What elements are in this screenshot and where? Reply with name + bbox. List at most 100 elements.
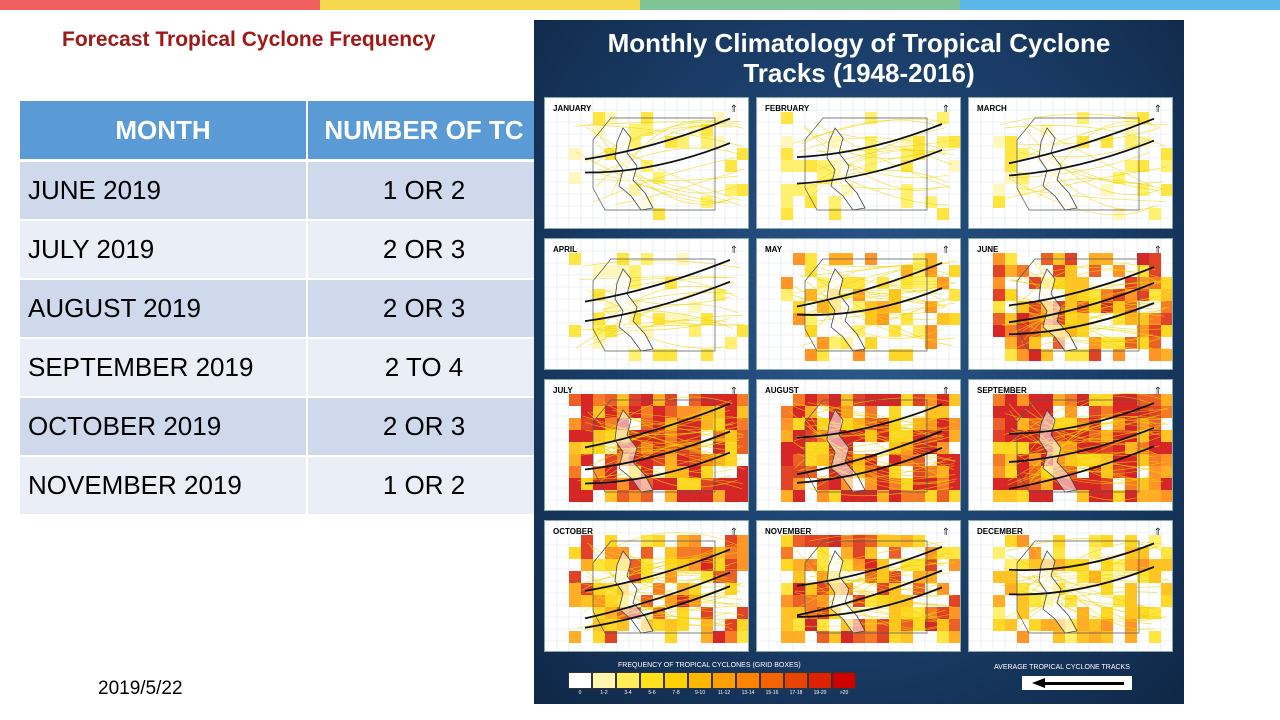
top-bar-segment <box>0 0 320 10</box>
area-boundary <box>804 399 928 493</box>
frequency-cell <box>913 277 925 289</box>
frequency-cell <box>1101 619 1113 631</box>
track-line <box>801 397 956 419</box>
frequency-cell <box>817 547 829 559</box>
top-bar-segment <box>320 0 640 10</box>
frequency-cell <box>581 442 593 454</box>
track-line <box>1009 152 1150 179</box>
month-map-panel: MARCH ⇑ <box>968 97 1173 229</box>
landmass-outline <box>826 409 866 493</box>
frequency-cell <box>1029 325 1041 337</box>
average-tracks-arrow <box>1022 676 1132 690</box>
track-line <box>1011 300 1154 343</box>
frequency-cell <box>1005 136 1017 148</box>
frequency-cell <box>1005 619 1017 631</box>
frequency-cell <box>1053 631 1065 643</box>
table-header-row: MONTH NUMBER OF TC <box>20 101 542 162</box>
frequency-cell <box>913 619 925 631</box>
track-line <box>1017 545 1158 628</box>
climatology-figure: Monthly Climatology of Tropical Cyclone … <box>534 20 1184 704</box>
frequency-cell <box>665 454 677 466</box>
frequency-cell <box>701 136 713 148</box>
forecast-table: MONTH NUMBER OF TC JUNE 2019 1 OR 2 JULY… <box>20 101 542 516</box>
frequency-cell <box>629 490 641 502</box>
frequency-cell <box>937 418 949 430</box>
frequency-cell <box>793 394 805 406</box>
frequency-cell <box>841 631 853 643</box>
frequency-cell <box>725 631 737 643</box>
frequency-cell <box>1149 253 1161 265</box>
frequency-cell <box>793 454 805 466</box>
frequency-cell <box>1137 571 1149 583</box>
legend-swatch <box>688 672 712 689</box>
average-tracks-label: AVERAGE TROPICAL CYCLONE TRACKS <box>994 664 1130 671</box>
north-arrow-icon: ⇑ <box>1153 386 1162 397</box>
frequency-cell <box>781 490 793 502</box>
track-line <box>593 285 728 334</box>
frequency-cell <box>1137 454 1149 466</box>
month-cell: OCTOBER 2019 <box>20 397 308 457</box>
frequency-cell <box>1161 349 1172 361</box>
frequency-cell <box>1041 619 1053 631</box>
frequency-cell <box>1005 490 1017 502</box>
track-line <box>1005 538 1167 553</box>
track-line <box>579 590 741 609</box>
frequency-cell <box>581 430 593 442</box>
frequency-cell <box>617 490 629 502</box>
frequency-cell <box>793 418 805 430</box>
average-track-curve <box>1008 426 1155 463</box>
frequency-cell <box>653 406 665 418</box>
frequency-cell <box>1101 478 1113 490</box>
average-track-curve <box>584 430 731 471</box>
track-line <box>804 610 947 624</box>
frequency-cell <box>993 607 1005 619</box>
north-arrow-icon: ⇑ <box>941 386 950 397</box>
frequency-cell <box>1101 559 1113 571</box>
frequency-cell <box>1005 325 1017 337</box>
frequency-cell <box>1017 535 1029 547</box>
track-line <box>1006 167 1166 199</box>
track-line <box>580 446 741 480</box>
track-line <box>797 572 943 629</box>
frequency-cell <box>569 454 581 466</box>
frequency-cell <box>1125 490 1137 502</box>
frequency-cell <box>1029 406 1041 418</box>
slide-heading: Forecast Tropical Cyclone Frequency <box>62 28 436 51</box>
frequency-cell <box>1149 337 1161 349</box>
frequency-cell <box>1077 277 1089 289</box>
landmass-outline <box>826 127 866 211</box>
frequency-cell <box>1149 442 1161 454</box>
track-line <box>798 137 947 153</box>
track-line <box>1009 279 1166 287</box>
track-map <box>757 521 960 651</box>
frequency-cell <box>1005 337 1017 349</box>
month-label: AUGUST <box>765 386 799 395</box>
legend-swatch <box>616 672 640 689</box>
frequency-cell <box>865 559 877 571</box>
average-track-curve <box>584 451 731 485</box>
table-row: OCTOBER 2019 2 OR 3 <box>20 397 542 457</box>
frequency-cell <box>1149 430 1161 442</box>
track-line <box>794 592 945 622</box>
frequency-cell <box>841 490 853 502</box>
frequency-cell <box>701 349 713 361</box>
track-line <box>598 405 729 463</box>
frequency-cell <box>737 559 748 571</box>
frequency-cell <box>1101 184 1113 196</box>
north-arrow-icon: ⇑ <box>941 527 950 538</box>
frequency-cell <box>781 112 793 124</box>
frequency-cell <box>569 418 581 430</box>
average-track-curve <box>1008 402 1155 435</box>
month-cell: JULY 2019 <box>20 220 308 280</box>
frequency-cell <box>569 253 581 265</box>
frequency-cell <box>949 454 960 466</box>
track-line <box>581 317 730 332</box>
frequency-cell <box>1017 559 1029 571</box>
north-arrow-icon: ⇑ <box>1153 245 1162 256</box>
track-line <box>1012 267 1160 284</box>
frequency-cell <box>1161 595 1172 607</box>
frequency-cell <box>641 406 653 418</box>
frequency-cell <box>725 559 737 571</box>
frequency-cell <box>949 559 960 571</box>
legend-label: 7-8 <box>672 690 680 696</box>
